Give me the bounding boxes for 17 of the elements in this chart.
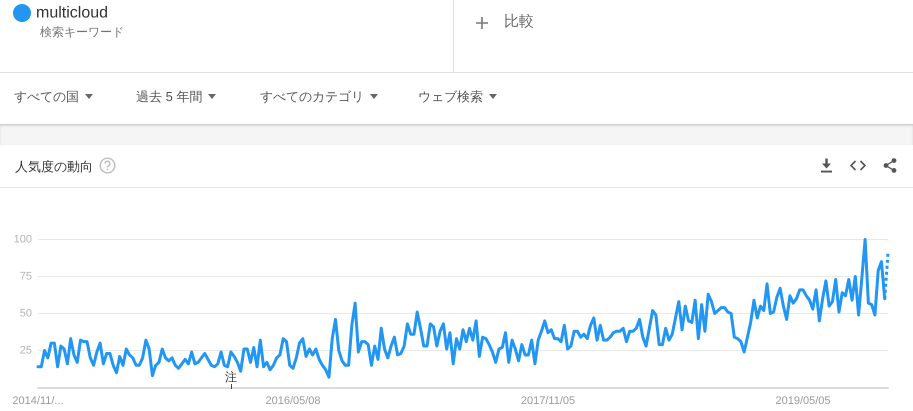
- text: すべてのカテゴリ: [260, 89, 364, 104]
- text: すべての国: [14, 89, 79, 104]
- x-tick-label: 2019/05/05: [775, 395, 831, 407]
- y-tick-label: 25: [20, 344, 32, 356]
- chart-title: 人気度の動向: [15, 159, 93, 174]
- x-tick-label: 2016/05/08: [265, 395, 321, 407]
- y-tick-label: 50: [20, 308, 32, 320]
- y-tick-label: 75: [20, 270, 32, 282]
- text: 過去 5 年間: [136, 89, 202, 104]
- text: 検索キーワード: [40, 25, 124, 39]
- annotation: 注: [225, 370, 237, 384]
- x-tick-label: 2014/11/...: [12, 395, 64, 407]
- y-tick-label: 100: [14, 234, 32, 246]
- text: ウェブ検索: [418, 89, 483, 104]
- legend-label: multicloud: [36, 4, 108, 22]
- text: 比較: [504, 13, 534, 30]
- x-tick-label: 2017/11/05: [520, 395, 576, 407]
